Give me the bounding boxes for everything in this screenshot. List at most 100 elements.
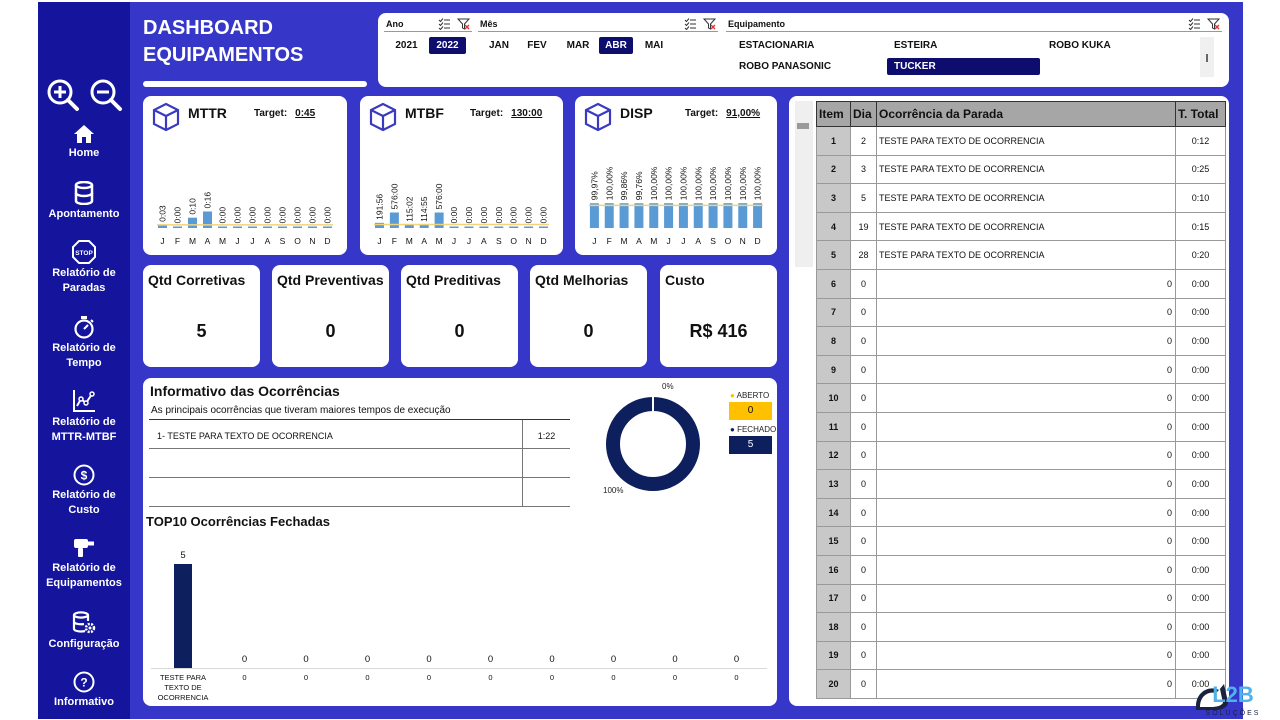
- sidebar-item-home[interactable]: Home: [38, 124, 130, 161]
- ocorrencia-cell: 0: [876, 383, 1176, 413]
- sidebar-item-relatorio-equipamentos[interactable]: Relatório de Equipamentos: [38, 537, 130, 591]
- sidebar-item-relatorio-custo[interactable]: $ Relatório de Custo: [38, 464, 130, 518]
- zoom-out-icon[interactable]: [89, 78, 123, 112]
- sidebar-item-apontamento[interactable]: Apontamento: [38, 181, 130, 222]
- table-row[interactable]: 12 0 0 0:00: [816, 440, 1226, 471]
- table-row: 1- TESTE PARA TEXTO DE OCORRENCIA 1:22: [149, 420, 570, 449]
- table-row[interactable]: 10 0 0 0:00: [816, 383, 1226, 413]
- table-row[interactable]: 18 0 0 0:00: [816, 612, 1226, 642]
- sidebar-item-relatorio-paradas[interactable]: STOP Relatório de Paradas: [38, 240, 130, 296]
- box-icon: [584, 102, 612, 132]
- card-title: Qtd Preventivas: [277, 272, 384, 288]
- sidebar-item-relatorio-mttr-mtbf[interactable]: Relatório de MTTR-MTBF: [38, 389, 130, 445]
- table-row[interactable]: 5 28 TESTE PARA TEXTO DE OCORRENCIA 0:20: [816, 240, 1226, 270]
- filter-mes-mar[interactable]: MAR: [566, 40, 590, 51]
- clear-filter-icon[interactable]: [457, 18, 470, 30]
- ocorrencia-cell: TESTE PARA TEXTO DE OCORRENCIA: [876, 154, 1176, 185]
- top10-value-label: 0: [611, 654, 616, 665]
- zoom-in-icon[interactable]: [46, 78, 80, 112]
- kpi-card-mttr: MTTR Target: 0:45 0:03 J 0:00 F 0:10 M 0:16 A 0:0…: [143, 96, 347, 255]
- kpi-bar: [604, 203, 614, 228]
- card-qtd-corretivas: Qtd Corretivas 5: [143, 265, 260, 367]
- table-row[interactable]: 20 0 0 0:00: [816, 669, 1226, 699]
- filter-mes-abr[interactable]: ABR: [599, 37, 633, 54]
- informativo-table: 1- TESTE PARA TEXTO DE OCORRENCIA 1:22: [149, 419, 570, 507]
- clear-filter-icon[interactable]: [703, 18, 716, 30]
- donut-aberto-pct: 0%: [662, 382, 674, 391]
- table-scrollbar[interactable]: [795, 101, 813, 267]
- table-row[interactable]: 3 5 TESTE PARA TEXTO DE OCORRENCIA 0:10: [816, 183, 1226, 213]
- top10-category-label: 0: [427, 673, 431, 682]
- table-row[interactable]: 14 0 0 0:00: [816, 497, 1226, 528]
- col-dia: Dia: [850, 101, 877, 127]
- kpi-month-label: S: [280, 236, 286, 246]
- total-cell: 0:00: [1175, 440, 1226, 471]
- multi-select-icon[interactable]: [438, 18, 451, 30]
- table-row[interactable]: 16 0 0 0:00: [816, 554, 1226, 585]
- card-title: Qtd Preditivas: [406, 272, 501, 288]
- kpi-bar: [649, 203, 659, 228]
- top10-value-label: 0: [242, 654, 247, 665]
- kpi-bar: [404, 224, 414, 228]
- kpi-month-label: S: [496, 236, 502, 246]
- kpi-name: MTBF: [405, 105, 444, 121]
- kpi-month-label: M: [219, 236, 226, 246]
- kpi-month-label: D: [755, 236, 761, 246]
- filter-scrollbar[interactable]: [1200, 37, 1214, 77]
- kpi-data-label: 0:16: [203, 192, 213, 209]
- total-cell: 0:00: [1175, 526, 1226, 556]
- table-row[interactable]: 15 0 0 0:00: [816, 526, 1226, 556]
- table-scroll-thumb[interactable]: [797, 123, 809, 129]
- informativo-subtitle: As principais ocorrências que tiveram ma…: [151, 405, 451, 416]
- database-icon: [74, 181, 94, 205]
- total-cell: 0:00: [1175, 640, 1226, 671]
- filter-mes-mai[interactable]: MAI: [644, 40, 664, 51]
- table-row[interactable]: 1 2 TESTE PARA TEXTO DE OCORRENCIA 0:12: [816, 126, 1226, 156]
- filter-mes-fev[interactable]: FEV: [527, 40, 547, 51]
- kpi-target-label: Target:: [470, 108, 504, 119]
- kpi-data-label: 0:00: [308, 207, 318, 224]
- sidebar-item-configuracao[interactable]: Configuração: [38, 611, 130, 652]
- table-row[interactable]: 9 0 0 0:00: [816, 354, 1226, 385]
- table-row[interactable]: 7 0 0 0:00: [816, 297, 1226, 328]
- table-row[interactable]: 6 0 0 0:00: [816, 268, 1226, 299]
- filter-equip-esteira[interactable]: ESTEIRA: [894, 40, 938, 51]
- filter-equip-tucker[interactable]: TUCKER: [887, 58, 1040, 75]
- kpi-target-value: 91,00%: [726, 108, 761, 119]
- top10-category-label: TEXTO DE: [164, 683, 201, 692]
- kpi-bar: [494, 226, 504, 228]
- item-cell: 6: [816, 268, 851, 299]
- filter-ano-2021[interactable]: 2021: [395, 40, 418, 51]
- kpi-month-label: O: [725, 236, 732, 246]
- filter-equip-robo-panasonic[interactable]: ROBO PANASONIC: [739, 61, 832, 72]
- sidebar-item-informativo[interactable]: ? Informativo: [38, 671, 130, 710]
- kpi-bar: [479, 226, 489, 228]
- table-row[interactable]: 19 0 0 0:00: [816, 640, 1226, 671]
- table-row[interactable]: 2 3 TESTE PARA TEXTO DE OCORRENCIA 0:25: [816, 154, 1226, 185]
- table-row[interactable]: 4 19 TESTE PARA TEXTO DE OCORRENCIA 0:15: [816, 211, 1226, 242]
- kpi-target-value: 0:45: [295, 108, 316, 119]
- kpi-month-label: F: [607, 236, 612, 246]
- filter-scroll-thumb[interactable]: [1206, 54, 1208, 62]
- multi-select-icon[interactable]: [1188, 18, 1201, 30]
- table-row[interactable]: 11 0 0 0:00: [816, 411, 1226, 442]
- table-row[interactable]: 8 0 0 0:00: [816, 326, 1226, 356]
- filter-equip-estacionaria[interactable]: ESTACIONARIA: [739, 40, 815, 51]
- filter-mes-jan[interactable]: JAN: [488, 40, 509, 51]
- clear-filter-icon[interactable]: [1207, 18, 1220, 30]
- filter-ano-2022[interactable]: 2022: [429, 37, 466, 54]
- kpi-month-label: A: [421, 236, 427, 246]
- filter-equip-robo-kuka[interactable]: ROBO KUKA: [1049, 40, 1111, 51]
- kpi-month-label: J: [681, 236, 685, 246]
- total-cell: 0:00: [1175, 497, 1226, 528]
- item-cell: 4: [816, 211, 851, 242]
- card-value: R$ 416: [689, 321, 748, 341]
- sidebar-item-relatorio-tempo[interactable]: Relatório de Tempo: [38, 315, 130, 371]
- multi-select-icon[interactable]: [684, 18, 697, 30]
- ocorrencias-table: Item Dia Ocorrência da Parada T. Total 1…: [816, 101, 1226, 699]
- kpi-data-label: 0:00: [293, 207, 303, 224]
- table-row[interactable]: 13 0 0 0:00: [816, 469, 1226, 499]
- item-cell: 12: [816, 440, 851, 471]
- top10-value-label: 0: [672, 654, 677, 665]
- table-row[interactable]: 17 0 0 0:00: [816, 583, 1226, 614]
